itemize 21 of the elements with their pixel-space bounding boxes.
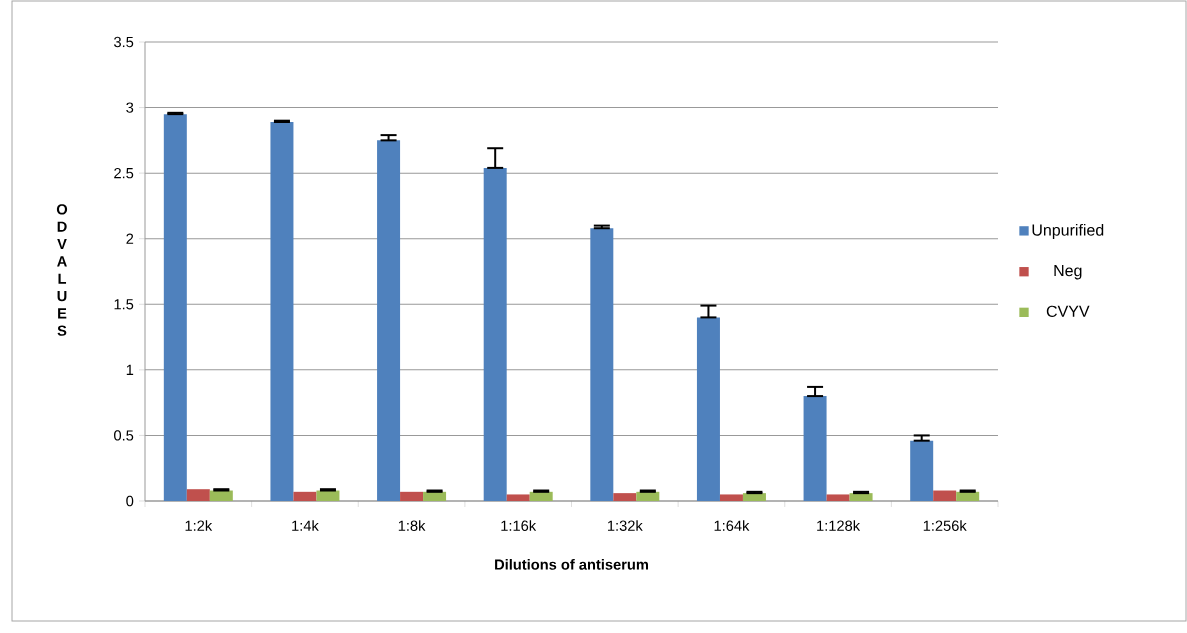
x-tick-label: 1:16k bbox=[501, 520, 537, 531]
x-tick-label: 1:128k bbox=[817, 520, 861, 531]
y-tick-label: 0 bbox=[126, 495, 134, 507]
y-tick-label: 1.5 bbox=[114, 299, 134, 310]
y-tick-label: 1 bbox=[126, 364, 134, 375]
y-tick-label: 2 bbox=[126, 233, 134, 244]
x-axis-title: Dilutions of antiserum bbox=[495, 558, 648, 570]
y-axis-title: OD VALUES bbox=[56, 204, 68, 336]
x-tick-label: 1:2k bbox=[185, 520, 213, 531]
x-tick-label: 1:64k bbox=[714, 520, 750, 531]
x-tick-label: 1:256k bbox=[923, 520, 967, 531]
y-tick-label: 3.5 bbox=[114, 36, 134, 48]
y-tick-label: 0.5 bbox=[114, 430, 134, 441]
legend-label: Neg bbox=[1054, 265, 1082, 280]
x-tick-label: 1:4k bbox=[292, 520, 319, 531]
y-tick-label: 2.5 bbox=[114, 167, 134, 179]
x-tick-label: 1:8k bbox=[398, 520, 426, 531]
x-tick-label: 1:32k bbox=[607, 520, 643, 531]
legend-label: Unpurified bbox=[1032, 223, 1104, 239]
y-tick-label: 3 bbox=[126, 102, 134, 113]
legend-label: CVYV bbox=[1046, 305, 1090, 317]
